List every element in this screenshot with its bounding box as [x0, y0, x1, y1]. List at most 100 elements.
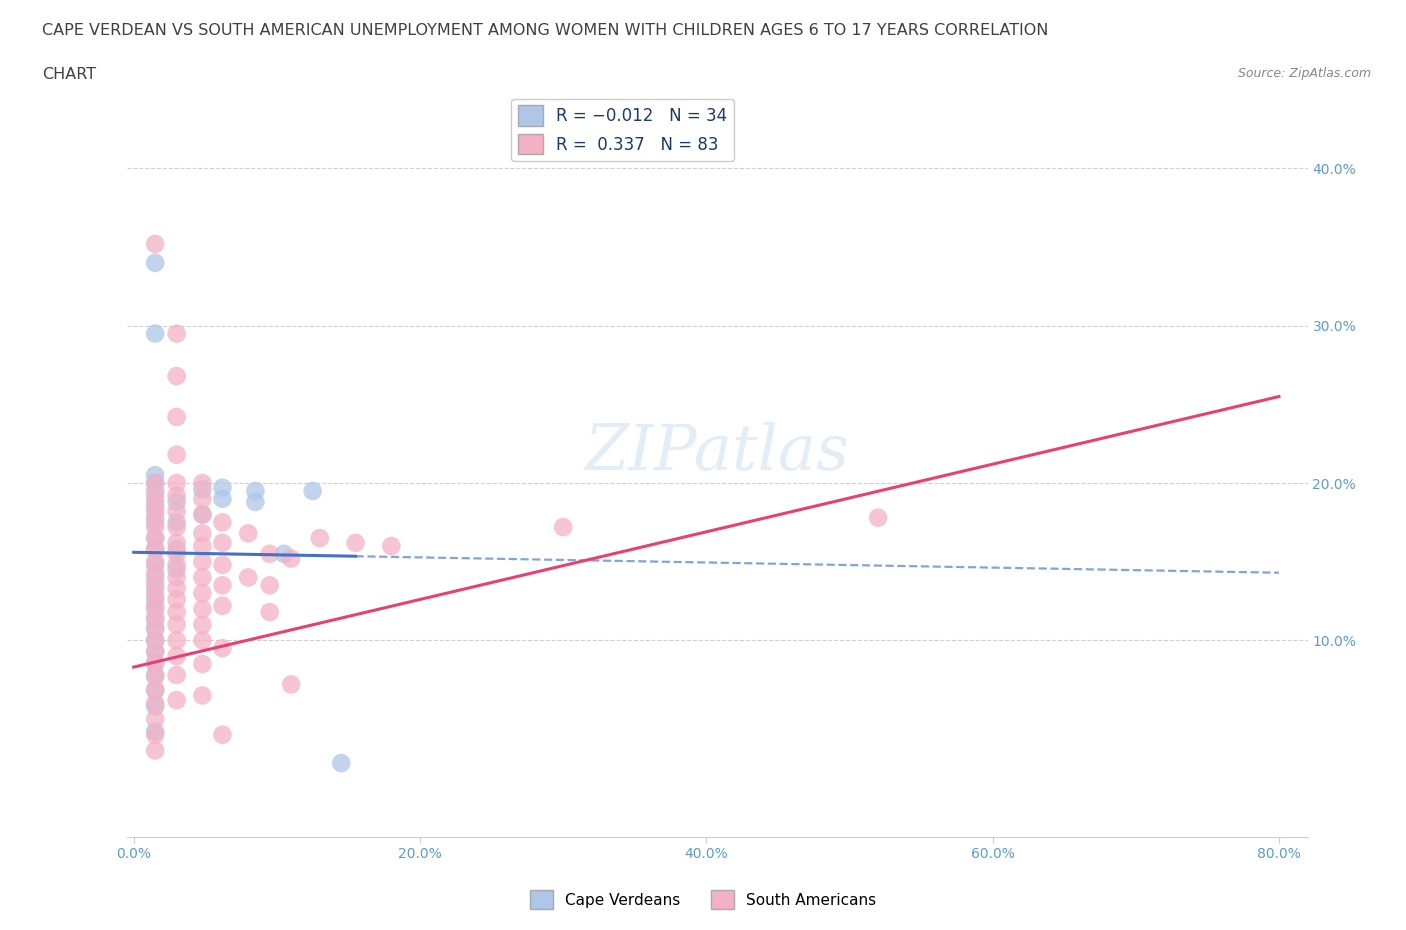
Point [143, 588, 166, 603]
Text: Source: ZipAtlas.com: Source: ZipAtlas.com [1237, 67, 1371, 80]
Point [143, 644, 166, 658]
Point [143, 655, 166, 670]
Point [143, 598, 166, 613]
Text: CAPE VERDEAN VS SOUTH AMERICAN UNEMPLOYMENT AMONG WOMEN WITH CHILDREN AGES 6 TO : CAPE VERDEAN VS SOUTH AMERICAN UNEMPLOYM… [42, 23, 1049, 38]
Point [166, 495, 188, 510]
Point [166, 562, 188, 577]
Point [143, 669, 166, 684]
Point [211, 536, 233, 551]
Legend: Cape Verdeans, South Americans: Cape Verdeans, South Americans [524, 884, 882, 915]
Point [143, 743, 166, 758]
Point [143, 468, 166, 483]
Point [553, 520, 575, 535]
Point [166, 604, 188, 619]
Point [143, 711, 166, 726]
Point [143, 633, 166, 648]
Point [191, 657, 214, 671]
Point [211, 727, 233, 742]
Point [191, 602, 214, 617]
Point [143, 520, 166, 535]
Point [166, 693, 188, 708]
Point [166, 409, 188, 424]
Point [143, 699, 166, 714]
Point [143, 592, 166, 607]
Point [166, 618, 188, 632]
Point [191, 688, 214, 703]
Point [143, 724, 166, 739]
Point [143, 644, 166, 658]
Point [211, 515, 233, 530]
Point [191, 507, 214, 522]
Point [143, 504, 166, 519]
Point [344, 536, 367, 551]
Point [166, 557, 188, 572]
Point [143, 557, 166, 572]
Point [380, 538, 402, 553]
Point [166, 668, 188, 683]
Point [143, 696, 166, 711]
Point [308, 531, 330, 546]
Point [868, 511, 890, 525]
Point [143, 633, 166, 648]
Point [166, 592, 188, 607]
Point [166, 581, 188, 596]
Point [259, 547, 281, 562]
Point [191, 491, 214, 506]
Point [191, 570, 214, 585]
Point [330, 755, 353, 770]
Point [143, 684, 166, 698]
Point [166, 515, 188, 530]
Point [166, 488, 188, 503]
Point [143, 541, 166, 556]
Point [166, 547, 188, 562]
Point [143, 495, 166, 510]
Point [166, 536, 188, 551]
Point [191, 538, 214, 553]
Point [238, 570, 260, 585]
Point [143, 727, 166, 742]
Point [238, 526, 260, 541]
Point [191, 526, 214, 541]
Point [143, 326, 166, 341]
Point [143, 620, 166, 635]
Point [143, 613, 166, 628]
Point [280, 677, 302, 692]
Point [301, 484, 323, 498]
Point [143, 511, 166, 525]
Point [143, 541, 166, 556]
Legend: R = −0.012   N = 34, R =  0.337   N = 83: R = −0.012 N = 34, R = 0.337 N = 83 [512, 99, 734, 161]
Point [245, 495, 267, 510]
Point [166, 520, 188, 535]
Point [211, 480, 233, 495]
Point [143, 657, 166, 671]
Point [143, 668, 166, 683]
Point [143, 499, 166, 514]
Point [143, 682, 166, 697]
Point [143, 577, 166, 591]
Point [166, 326, 188, 341]
Point [143, 488, 166, 503]
Point [211, 598, 233, 613]
Point [166, 541, 188, 556]
Point [143, 565, 166, 580]
Point [166, 648, 188, 663]
Point [191, 618, 214, 632]
Point [166, 504, 188, 519]
Point [259, 578, 281, 592]
Point [166, 368, 188, 383]
Point [211, 578, 233, 592]
Point [143, 531, 166, 546]
Point [191, 554, 214, 569]
Point [191, 475, 214, 490]
Point [166, 633, 188, 648]
Point [191, 507, 214, 522]
Point [245, 484, 267, 498]
Point [143, 622, 166, 637]
Point [143, 475, 166, 490]
Point [143, 570, 166, 585]
Point [143, 581, 166, 596]
Point [280, 551, 302, 566]
Point [211, 491, 233, 506]
Point [273, 547, 295, 562]
Point [143, 484, 166, 498]
